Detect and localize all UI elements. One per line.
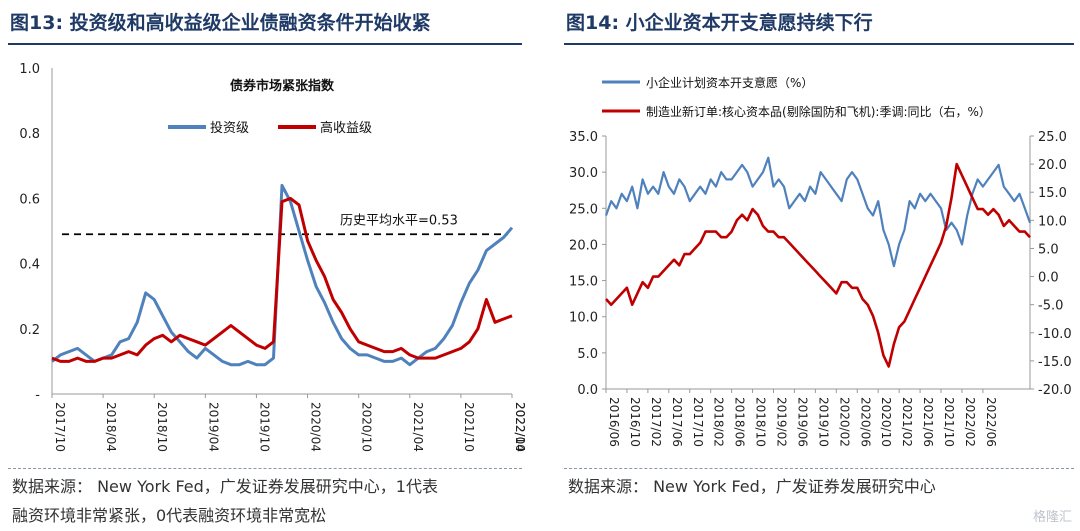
series-line-high-yield xyxy=(51,196,513,363)
y-tick-label: 0.8 xyxy=(19,127,40,142)
x-tick-label: 2019/06 xyxy=(795,397,809,447)
x-tick-label: 2020/10 xyxy=(879,397,893,447)
right-y-tick-label: 5.0 xyxy=(1038,242,1059,257)
x-tick-label: 2017/10 xyxy=(53,402,67,452)
right-y-tick-label: -15.0 xyxy=(1038,355,1072,370)
source-note-line1: 数据来源： New York Fed，广发证券发展研究中心，1代表 xyxy=(12,477,438,496)
source-note-line2: 融资环境非常紧张，0代表融资环境非常宽松 xyxy=(12,506,327,525)
left-y-tick-label: 10.0 xyxy=(569,311,598,326)
footer-rule xyxy=(564,468,1074,469)
x-tick-label: 2021/06 xyxy=(921,397,935,447)
y-tick-label: 0.6 xyxy=(19,192,40,207)
figure-14-title-text: 小企业资本开支意愿持续下行 xyxy=(625,12,873,34)
x-tick-label: 2017/06 xyxy=(670,397,684,447)
x-tick-label: 2018/10 xyxy=(155,402,169,452)
right-y-tick-label: 15.0 xyxy=(1038,186,1067,201)
x-tick-label: 2017/02 xyxy=(649,397,663,447)
right-y-tick-label: 0.0 xyxy=(1038,271,1059,286)
y-tick-label: 0.4 xyxy=(19,258,40,273)
title-rule xyxy=(564,43,1074,45)
x-tick-label: 2021/10 xyxy=(462,402,476,452)
left-y-tick-label: 15.0 xyxy=(569,275,598,290)
right-y-tick-label: -5.0 xyxy=(1038,299,1063,314)
x-tick-label: 2018/10 xyxy=(754,397,768,447)
series-line-core-capital-goods xyxy=(605,162,1031,368)
left-y-tick-label: 25.0 xyxy=(569,202,598,217)
series-line-capex-plans xyxy=(604,156,1032,268)
legend-label-investment-grade: 投资级 xyxy=(210,120,249,136)
x-tick-label: 2022/02 xyxy=(963,397,977,447)
left-y-tick-label: 5.0 xyxy=(577,347,598,362)
x-tick-label: 2021/02 xyxy=(900,397,914,447)
x-tick-label: 2017/10 xyxy=(691,397,705,447)
watermark-logo: 格隆汇 xyxy=(1032,510,1072,525)
x-tick-label: 2020/04 xyxy=(309,402,323,452)
figure-13-title: 图13: 投资级和高收益级企业债融资条件开始收紧 xyxy=(10,8,431,35)
historical-average-label: 历史平均水平=0.53 xyxy=(340,213,458,228)
right-y-tick-label: -20.0 xyxy=(1038,383,1072,398)
y-tick-label: - xyxy=(35,388,40,403)
title-rule xyxy=(8,43,522,45)
x-tick-label: 2016/10 xyxy=(628,397,642,447)
x-tick-label: 2018/06 xyxy=(733,397,747,447)
chart-title: 债券市场紧张指数 xyxy=(230,78,335,94)
x-tick-label: 2021/04 xyxy=(411,402,425,452)
source-note: 数据来源： New York Fed，广发证券发展研究中心 xyxy=(568,477,936,496)
series-line-investment-grade xyxy=(51,183,514,367)
x-tick-label: 2019/02 xyxy=(775,397,789,447)
figure-13-title-text: 投资级和高收益级企业债融资条件开始收紧 xyxy=(69,12,431,34)
x-tick-label: 2022/10 xyxy=(513,402,527,452)
legend-label-capex-plans: 小企业计划资本开支意愿（%） xyxy=(646,75,813,90)
x-tick-label: 2022/06 xyxy=(984,397,998,447)
left-y-tick-label: 35.0 xyxy=(569,130,598,145)
x-tick-label: 2021/10 xyxy=(942,397,956,447)
x-tick-label: 2018/04 xyxy=(104,402,118,452)
x-tick-label: 2020/02 xyxy=(837,397,851,447)
legend-label-high-yield: 高收益级 xyxy=(320,120,372,136)
figure-14-title: 图14: 小企业资本开支意愿持续下行 xyxy=(566,8,873,35)
y-tick-label: 0.2 xyxy=(19,323,40,338)
figure-14-panel: 图14: 小企业资本开支意愿持续下行 小企业计划资本开支意愿（%） 制造业新订单:… xyxy=(556,0,1080,531)
bond-stress-chart: - 0.2 0.4 0.6 0.8 1.0 2017/10 2018/04 2018/10 201… xyxy=(19,62,527,452)
left-y-tick-label: 0.0 xyxy=(577,383,598,398)
figure-13-panel: 图13: 投资级和高收益级企业债融资条件开始收紧 - 0.2 0.4 0.6 0.8 1.… xyxy=(0,0,528,531)
x-tick-label: 2019/04 xyxy=(206,402,220,452)
x-tick-label: 2018/02 xyxy=(712,397,726,447)
x-tick-label: 2016/06 xyxy=(607,397,621,447)
right-y-tick-label: 20.0 xyxy=(1038,158,1067,173)
right-y-tick-label: -10.0 xyxy=(1038,327,1072,342)
x-tick-label: 2022/04 xyxy=(513,402,527,452)
y-tick-label: 1.0 xyxy=(19,62,40,77)
legend-label-core-capital-goods: 制造业新订单:核心资本品(剔除国防和飞机):季调:同比（右，%） xyxy=(646,104,991,119)
left-y-tick-label: 30.0 xyxy=(569,166,598,181)
figure-13-number: 图13: xyxy=(10,12,64,34)
right-y-tick-label: 25.0 xyxy=(1038,130,1067,145)
x-tick-label: 2020/06 xyxy=(858,397,872,447)
x-tick-label: 2019/10 xyxy=(816,397,830,447)
figure-14-number: 图14: xyxy=(566,12,620,34)
small-business-capex-chart: 小企业计划资本开支意愿（%） 制造业新订单:核心资本品(剔除国防和飞机):季调:同… xyxy=(569,75,1072,447)
x-tick-label: 2019/10 xyxy=(257,402,271,452)
x-tick-label: 2020/10 xyxy=(360,402,374,452)
right-y-tick-label: 10.0 xyxy=(1038,214,1067,229)
footer-rule xyxy=(8,468,522,469)
left-y-tick-label: 20.0 xyxy=(569,238,598,253)
